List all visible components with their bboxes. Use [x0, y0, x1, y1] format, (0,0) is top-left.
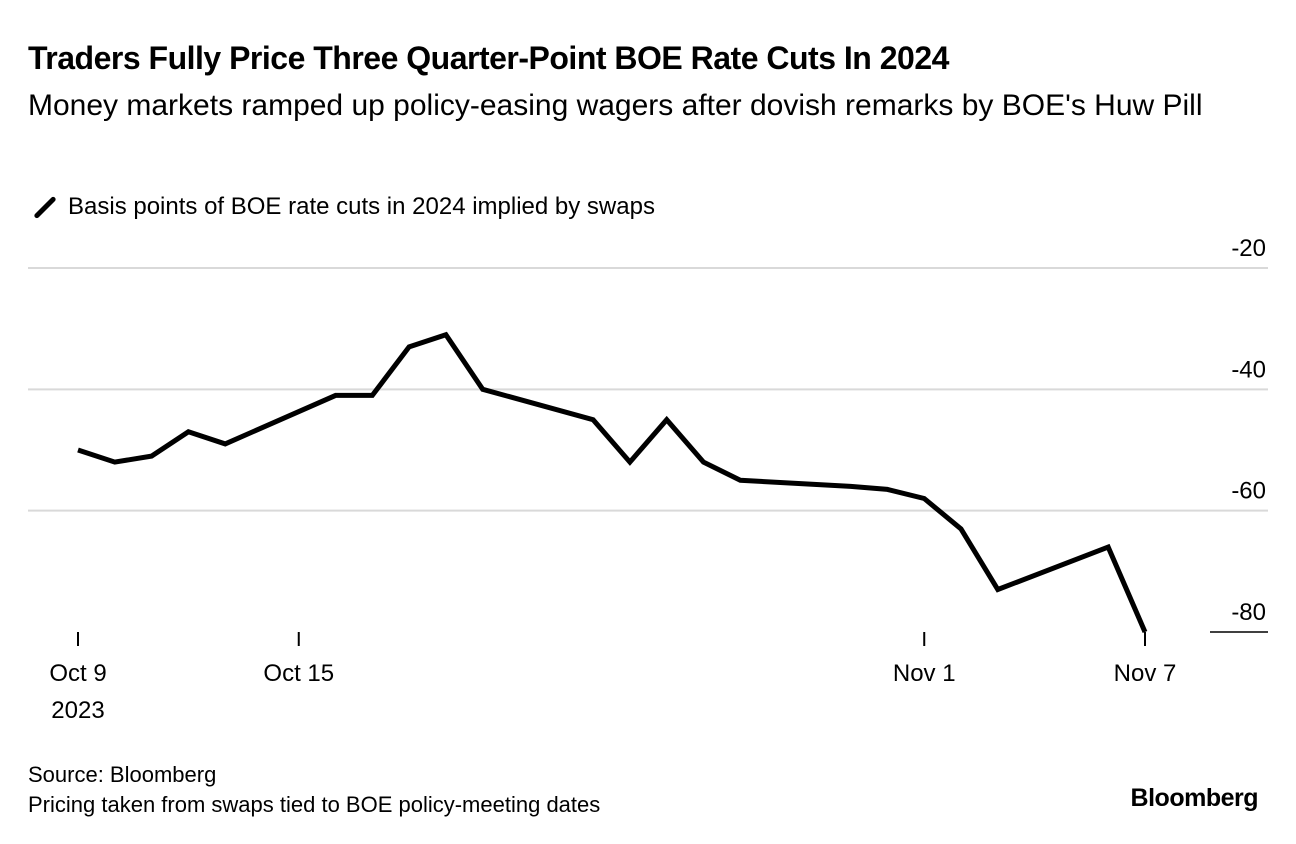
footer: Source: Bloomberg Pricing taken from swa… — [28, 760, 600, 820]
x-tick-label: Oct 15 — [263, 660, 334, 687]
bloomberg-logo: Bloomberg — [1130, 784, 1259, 812]
legend-label: Basis points of BOE rate cuts in 2024 im… — [68, 193, 655, 220]
y-tick-label: -60 — [1231, 478, 1266, 505]
x-tick-label: Oct 9 — [49, 660, 106, 687]
legend: Basis points of BOE rate cuts in 2024 im… — [28, 190, 655, 224]
methodology-note: Pricing taken from swaps tied to BOE pol… — [28, 792, 601, 817]
x-tick-label: Nov 1 — [893, 660, 956, 687]
chart-title: Traders Fully Price Three Quarter-Point … — [28, 40, 949, 76]
x-tick-label: Nov 7 — [1114, 660, 1177, 687]
chart-subtitle: Money markets ramped up policy-easing wa… — [28, 89, 1203, 122]
y-tick-label: -40 — [1231, 356, 1266, 383]
y-tick-label: -80 — [1231, 599, 1266, 626]
y-tick-label: -20 — [1231, 235, 1266, 262]
series-line — [77, 331, 1148, 633]
x-tick-year-label: 2023 — [51, 697, 104, 724]
source-note: Source: Bloomberg — [28, 762, 217, 787]
